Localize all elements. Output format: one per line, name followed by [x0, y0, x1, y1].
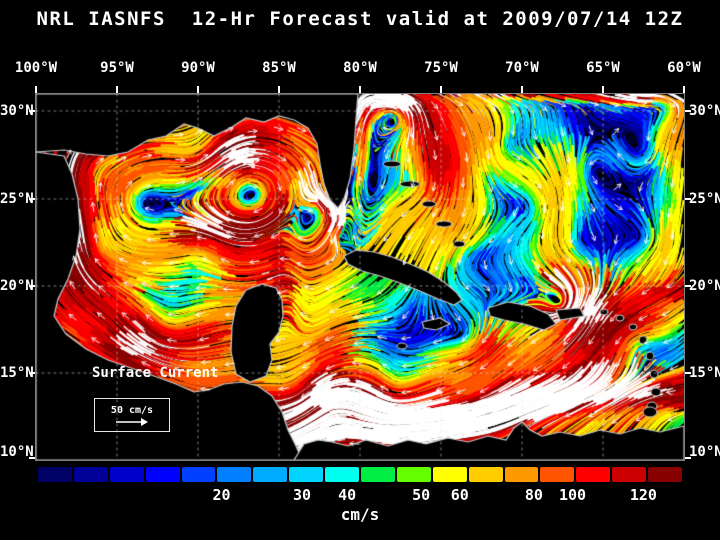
colorbar-tick-label: 40	[338, 486, 357, 504]
latitude-tick-label: 20°N	[0, 278, 34, 294]
longitude-tick-label: 75°W	[424, 60, 458, 76]
colorbar-unit-label: cm/s	[340, 505, 380, 524]
colorbar-segment	[325, 467, 360, 482]
page-title: NRL IASNFS 12-Hr Forecast valid at 2009/…	[36, 8, 684, 30]
axis-tick	[685, 198, 691, 200]
colorbar-segment	[145, 467, 180, 482]
surface-current-label: Surface Current	[92, 365, 219, 381]
axis-tick	[116, 86, 118, 93]
axis-tick	[29, 457, 35, 459]
colorbar-segment	[540, 467, 575, 482]
axis-tick	[29, 372, 35, 374]
colorbar-segment	[289, 467, 324, 482]
colorbar-segment	[396, 467, 431, 482]
colorbar-tick-label: 30	[293, 486, 312, 504]
colorbar-segment	[38, 467, 72, 482]
colorbar-tick-label: 50	[412, 486, 431, 504]
longitude-tick-label: 100°W	[14, 60, 58, 76]
axis-tick	[278, 86, 280, 93]
latitude-tick-label: 30°N	[689, 103, 720, 119]
axis-tick	[521, 86, 523, 93]
axis-tick	[29, 198, 35, 200]
axis-tick	[685, 110, 691, 112]
latitude-tick-label: 20°N	[689, 278, 720, 294]
axis-tick	[29, 110, 35, 112]
scale-arrow-icon	[116, 417, 148, 426]
latitude-tick-label: 30°N	[0, 103, 34, 119]
colorbar-tick-label: 80	[524, 486, 543, 504]
axis-tick	[602, 86, 604, 93]
longitude-tick-label: 90°W	[181, 60, 215, 76]
colorbar-segment	[576, 467, 611, 482]
colorbar-segment	[648, 467, 683, 482]
colorbar-tick-labels: 20 30 40 50 60 80 100 120	[38, 486, 682, 504]
longitude-tick-label: 65°W	[586, 60, 620, 76]
colorbar-tick-label: 120	[629, 486, 657, 504]
latitude-tick-label: 25°N	[689, 191, 720, 207]
colorbar-tick-label: 100	[558, 486, 587, 504]
latitude-tick-label: 10°N	[689, 444, 720, 460]
latitude-tick-label: 15°N	[689, 365, 720, 381]
colorbar-tick-label: 20	[212, 486, 231, 504]
axis-tick	[29, 285, 35, 287]
axis-tick	[197, 86, 199, 93]
colorbar-segment	[217, 467, 252, 482]
colorbar-segment	[612, 467, 647, 482]
longitude-tick-label: 70°W	[505, 60, 539, 76]
colorbar-segment	[73, 467, 108, 482]
colorbar-segment	[432, 467, 467, 482]
colorbar-segment	[253, 467, 288, 482]
longitude-tick-label: 85°W	[262, 60, 296, 76]
axis-tick	[685, 372, 691, 374]
axis-tick	[440, 86, 442, 93]
map-area: Surface Current 50 cm/s	[36, 94, 684, 460]
longitude-tick-label: 80°W	[343, 60, 377, 76]
current-scale-box: 50 cm/s	[94, 398, 170, 432]
axis-tick	[683, 86, 685, 93]
surface-current-canvas	[36, 94, 684, 460]
axis-tick	[35, 86, 37, 93]
colorbar	[38, 467, 683, 482]
colorbar-tick-label: 60	[450, 486, 469, 504]
axis-tick	[685, 285, 691, 287]
latitude-tick-label: 15°N	[0, 365, 34, 381]
longitude-tick-label: 95°W	[100, 60, 134, 76]
latitude-tick-label: 10°N	[0, 444, 34, 460]
longitude-tick-label: 60°W	[667, 60, 701, 76]
colorbar-segment	[181, 467, 216, 482]
colorbar-segment	[361, 467, 395, 482]
axis-tick	[685, 457, 691, 459]
colorbar-segment	[468, 467, 503, 482]
colorbar-segment	[504, 467, 539, 482]
latitude-tick-label: 25°N	[0, 191, 34, 207]
scale-value-label: 50 cm/s	[110, 404, 154, 416]
axis-tick	[359, 86, 361, 93]
colorbar-segment	[109, 467, 144, 482]
